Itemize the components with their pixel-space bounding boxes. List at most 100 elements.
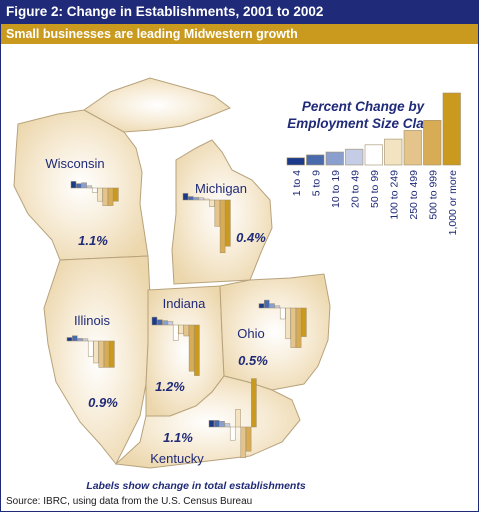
bar-ohio-6 bbox=[290, 307, 297, 348]
state-total-kentucky: 1.1% bbox=[163, 430, 193, 445]
legend-label-3: 20 to 49 bbox=[349, 170, 361, 208]
state-total-indiana: 1.2% bbox=[155, 379, 185, 394]
bar-michigan-2 bbox=[193, 197, 199, 201]
bar-illinois-7 bbox=[103, 340, 110, 368]
state-shape-michigan-upper bbox=[83, 77, 232, 133]
figure-subtitle: Small businesses are leading Midwestern … bbox=[0, 24, 479, 44]
legend-bar-8 bbox=[442, 92, 461, 166]
legend-label-2: 10 to 19 bbox=[330, 170, 342, 208]
bar-indiana-4 bbox=[172, 324, 179, 341]
state-labels: Wisconsin 1.1% Michigan 0.4% Illinois 0.… bbox=[45, 156, 268, 466]
bar-kentucky-1 bbox=[214, 420, 220, 428]
bar-michigan-6 bbox=[214, 199, 221, 227]
legend-bar-0 bbox=[286, 157, 305, 166]
map-svg: Percent Change by Employment Size Class … bbox=[13, 77, 461, 492]
bar-kentucky-5 bbox=[235, 409, 241, 428]
map-area: Percent Change by Employment Size Class … bbox=[0, 44, 479, 494]
bar-ohio-1 bbox=[264, 299, 270, 309]
bar-wisconsin-1 bbox=[76, 183, 82, 189]
bar-wisconsin-3 bbox=[86, 185, 93, 189]
bar-illinois-4 bbox=[87, 340, 94, 357]
bar-kentucky-4 bbox=[229, 426, 236, 441]
bar-indiana-3 bbox=[167, 321, 174, 326]
bar-ohio-5 bbox=[285, 307, 291, 340]
bar-wisconsin-7 bbox=[107, 187, 114, 206]
labels-note: Labels show change in total establishmen… bbox=[86, 480, 306, 492]
state-total-illinois: 0.9% bbox=[88, 395, 118, 410]
bar-kentucky-7 bbox=[245, 426, 252, 452]
bar-kentucky-0 bbox=[208, 420, 215, 428]
legend-title-line2: Employment Size Class bbox=[287, 116, 439, 131]
state-name-wisconsin: Wisconsin bbox=[45, 156, 104, 171]
legend-label-7: 500 to 999 bbox=[427, 170, 439, 220]
figure-title: Figure 2: Change in Establishments, 2001… bbox=[0, 0, 479, 24]
bar-ohio-8 bbox=[301, 307, 307, 337]
state-chart-michigan bbox=[182, 193, 231, 254]
state-name-michigan: Michigan bbox=[195, 181, 247, 196]
bar-wisconsin-8 bbox=[113, 187, 119, 202]
state-total-michigan: 0.4% bbox=[236, 230, 266, 245]
bar-illinois-3 bbox=[82, 338, 89, 342]
legend: Percent Change by Employment Size Class … bbox=[286, 92, 461, 236]
legend-label-8: 1,000 or more bbox=[447, 170, 459, 236]
bar-indiana-0 bbox=[151, 316, 158, 326]
bar-ohio-4 bbox=[279, 307, 286, 320]
bar-wisconsin-5 bbox=[97, 187, 103, 202]
legend-title-line1: Percent Change by bbox=[302, 99, 426, 114]
legend-label-4: 50 to 99 bbox=[369, 170, 381, 208]
bar-wisconsin-2 bbox=[81, 182, 87, 189]
legend-bars bbox=[286, 92, 461, 166]
bar-illinois-8 bbox=[109, 340, 115, 368]
legend-bar-6 bbox=[403, 130, 422, 166]
bar-wisconsin-4 bbox=[91, 187, 98, 193]
legend-bar-7 bbox=[423, 120, 442, 166]
legend-label-1: 5 to 9 bbox=[310, 170, 322, 196]
footer: Source: IBRC, using data from the U.S. C… bbox=[0, 494, 479, 512]
bar-michigan-5 bbox=[209, 199, 215, 207]
state-chart-ohio bbox=[258, 299, 307, 348]
bar-indiana-7 bbox=[188, 324, 195, 372]
bar-wisconsin-0 bbox=[70, 181, 77, 189]
legend-bar-3 bbox=[345, 148, 364, 166]
bar-ohio-7 bbox=[295, 307, 302, 348]
source-note: Source: IBRC, using data from the U.S. C… bbox=[6, 496, 253, 507]
state-total-wisconsin: 1.1% bbox=[78, 233, 108, 248]
bar-indiana-1 bbox=[157, 319, 163, 326]
bar-illinois-6 bbox=[98, 340, 105, 368]
bar-michigan-3 bbox=[198, 197, 205, 201]
bar-indiana-2 bbox=[162, 320, 168, 326]
bar-illinois-1 bbox=[72, 335, 78, 342]
bar-indiana-6 bbox=[183, 324, 190, 337]
bar-illinois-0 bbox=[66, 337, 73, 342]
bar-kentucky-3 bbox=[224, 423, 231, 428]
state-name-kentucky: Kentucky bbox=[150, 451, 204, 466]
state-name-ohio: Ohio bbox=[237, 326, 264, 341]
state-chart-illinois bbox=[66, 335, 115, 368]
bar-ohio-0 bbox=[258, 303, 265, 309]
state-chart-indiana bbox=[151, 316, 200, 376]
state-chart-kentucky bbox=[208, 378, 257, 459]
bar-kentucky-2 bbox=[219, 421, 225, 428]
bar-ohio-2 bbox=[269, 303, 275, 309]
bar-illinois-2 bbox=[77, 338, 83, 342]
bar-kentucky-8 bbox=[251, 378, 257, 428]
bar-michigan-8 bbox=[225, 199, 231, 247]
state-charts bbox=[66, 181, 307, 459]
bar-michigan-0 bbox=[182, 193, 189, 201]
legend-label-5: 100 to 249 bbox=[388, 170, 400, 220]
bar-indiana-5 bbox=[178, 324, 184, 335]
legend-label-6: 250 to 499 bbox=[408, 170, 420, 220]
bar-ohio-3 bbox=[274, 305, 281, 309]
bar-indiana-8 bbox=[194, 324, 200, 376]
bar-wisconsin-6 bbox=[102, 187, 109, 206]
bar-michigan-4 bbox=[203, 198, 210, 201]
legend-bar-5 bbox=[384, 138, 403, 166]
legend-bar-1 bbox=[306, 154, 325, 166]
state-name-illinois: Illinois bbox=[74, 313, 111, 328]
bar-michigan-7 bbox=[219, 199, 226, 254]
bar-illinois-5 bbox=[93, 340, 99, 364]
legend-label-0: 1 to 4 bbox=[291, 170, 303, 196]
legend-bar-2 bbox=[325, 151, 344, 166]
state-chart-wisconsin bbox=[70, 181, 119, 206]
